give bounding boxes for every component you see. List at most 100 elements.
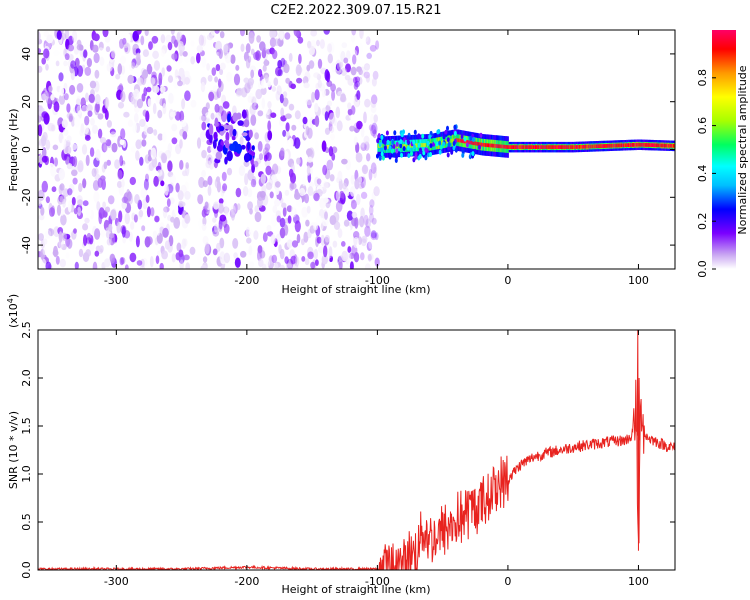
spectrogram-band-speckle xyxy=(390,148,394,154)
spectrogram-noise-blob xyxy=(315,259,319,266)
spectrogram-marks xyxy=(38,30,675,269)
spectrogram-noise-blob xyxy=(226,72,233,82)
spectrogram-band-core xyxy=(561,145,563,149)
spectrogram-band-core xyxy=(538,145,541,149)
spectrogram-noise-blob xyxy=(247,55,252,63)
spectrogram-noise-blob xyxy=(159,262,164,269)
spectrogram-noise-blob xyxy=(111,142,118,153)
spectrogram-noise-blob xyxy=(190,56,196,65)
spectrogram-noise-blob xyxy=(321,140,327,152)
spectrogram-noise-blob xyxy=(46,34,54,44)
spectrogram-band-speckle xyxy=(395,148,399,154)
spectrogram-noise-blob xyxy=(217,78,222,88)
spectrogram-noise-blob xyxy=(318,246,325,254)
spectrogram-noise-blob xyxy=(161,153,168,164)
spectrogram-noise-blob xyxy=(240,43,245,52)
spectrogram-noise-blob xyxy=(226,167,233,176)
spectrogram-band-core xyxy=(555,145,557,149)
spectrogram-noise-blob xyxy=(370,124,377,134)
spectrogram-band-core xyxy=(551,145,553,149)
spectrogram-noise-blob xyxy=(304,71,311,82)
spectrogram-noise-blob xyxy=(306,165,311,176)
spectrogram-noise-blob xyxy=(87,110,93,117)
spectrogram-noise-blob xyxy=(375,40,380,50)
spectrogram-noise-blob xyxy=(343,57,349,64)
spectrogram-noise-blob xyxy=(284,256,289,264)
spectrogram-noise-blob xyxy=(54,157,58,167)
spectrogram-noise-blob xyxy=(203,185,208,198)
spectrogram-noise-blob xyxy=(353,82,359,90)
spectrogram-noise-blob xyxy=(354,178,360,190)
spectrogram-feature-blob xyxy=(248,129,253,139)
spectrogram-noise-blob xyxy=(95,149,101,161)
spectrogram-noise-blob xyxy=(205,112,212,119)
spectrogram-noise-blob xyxy=(123,230,131,239)
spectrogram-noise-blob xyxy=(140,73,147,86)
spectrogram-noise-blob xyxy=(370,232,378,241)
spectrogram-noise-blob xyxy=(157,133,164,141)
spectrogram-band-core xyxy=(605,144,607,148)
spectrogram-band-speckle xyxy=(478,144,481,150)
spectrogram-noise-blob xyxy=(52,144,59,151)
spectrogram-noise-blob xyxy=(94,228,101,240)
spectrogram-noise-blob xyxy=(219,251,226,263)
spectrogram-noise-blob xyxy=(368,168,373,181)
spectrogram-band-core xyxy=(575,145,577,149)
spectrogram-band-core xyxy=(444,140,447,144)
spectrogram-noise-blob xyxy=(117,63,123,75)
spectrogram-noise-blob xyxy=(110,209,117,221)
spectrogram-noise-blob xyxy=(135,139,142,150)
spectrogram-noise-blob xyxy=(294,191,301,200)
spectrogram-noise-blob xyxy=(62,128,69,136)
spectrogram-noise-blob xyxy=(360,141,366,148)
spectrogram-noise-blob xyxy=(321,88,326,98)
spectrogram-noise-blob xyxy=(302,76,309,85)
spectrogram-noise-blob xyxy=(66,135,72,143)
spectrogram-noise-blob xyxy=(328,112,336,125)
spectrogram-noise-blob xyxy=(349,125,355,132)
spectrogram-band-speckle xyxy=(383,140,387,145)
spectrogram-noise-blob xyxy=(199,130,207,143)
spectrogram-band-core xyxy=(452,138,455,143)
snr-series-line xyxy=(38,379,675,570)
spectrogram-noise-blob xyxy=(126,33,131,44)
spectrogram-noise-blob xyxy=(75,98,81,106)
spectrogram-noise-blob xyxy=(244,82,251,94)
spectrogram-band-core xyxy=(629,143,631,147)
spectrogram-noise-blob xyxy=(71,30,78,43)
spectrogram-band-core xyxy=(623,143,625,148)
spectrogram-feature-blob xyxy=(229,143,236,151)
spectrogram-band-core xyxy=(520,145,522,149)
spectrogram-band-core xyxy=(403,144,406,148)
spectrogram-noise-blob xyxy=(167,160,173,172)
spectrogram-band-core xyxy=(579,145,581,149)
spectrogram-noise-blob xyxy=(43,91,49,101)
spectrogram-feature-blob xyxy=(251,145,255,151)
spectrogram-band-speckle xyxy=(479,132,483,138)
spectrogram-noise-blob xyxy=(153,129,158,136)
spectrogram-noise-blob xyxy=(61,119,68,128)
spectrogram-noise-blob xyxy=(56,204,62,216)
spectrogram-noise-blob xyxy=(356,90,361,101)
spectrogram-band-speckle xyxy=(444,129,448,135)
spectrogram-noise-blob xyxy=(258,258,264,268)
spectrogram-noise-blob xyxy=(365,74,370,83)
spectrogram-noise-blob xyxy=(160,34,166,44)
spectrogram-noise-blob xyxy=(70,143,78,151)
spectrogram-noise-blob xyxy=(134,194,140,204)
spectrogram-noise-blob xyxy=(144,236,151,248)
spectrogram-noise-blob xyxy=(362,164,367,173)
spectrogram-noise-blob xyxy=(181,98,186,110)
spectrogram-band-core xyxy=(590,144,593,149)
spectrogram-noise-blob xyxy=(41,258,47,269)
spectrogram-band-core xyxy=(630,143,632,147)
spectrogram-noise-blob xyxy=(350,197,355,204)
spectrogram-noise-blob xyxy=(53,101,60,113)
spectrogram-band-core xyxy=(644,143,646,147)
spectrogram-band-speckle xyxy=(452,141,456,146)
spectrogram-band-core xyxy=(526,145,528,149)
spectrogram-noise-blob xyxy=(341,158,348,165)
spectrogram-noise-blob xyxy=(171,253,176,263)
spectrogram-band-core xyxy=(614,143,616,148)
spectrogram-band-core xyxy=(541,145,544,149)
